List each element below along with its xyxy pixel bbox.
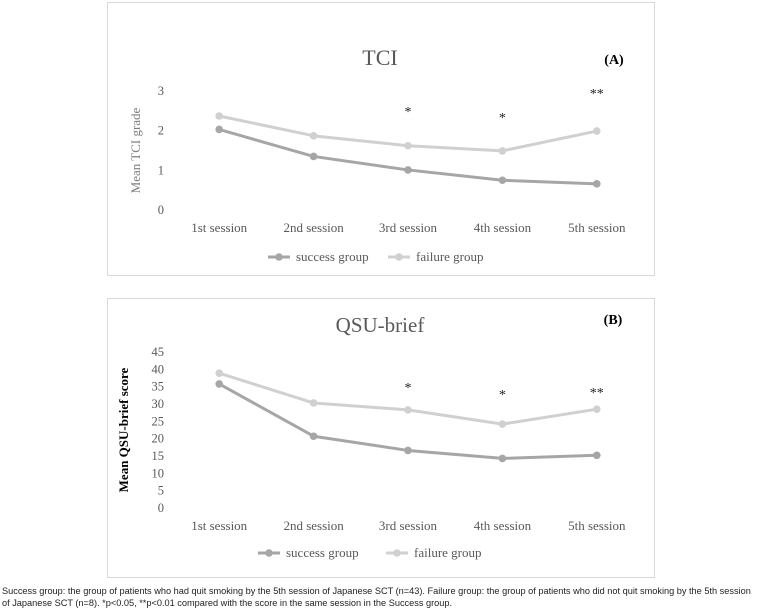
data-point-failure-group <box>498 147 507 155</box>
data-point-success-group <box>215 125 223 134</box>
panel-label: (B) <box>604 313 623 328</box>
figure-caption: Success group: the group of patients who… <box>2 586 751 608</box>
data-point-success-group <box>404 446 412 455</box>
legend-label-failure-group: failure group <box>414 545 482 560</box>
x-category-label: 4th session <box>474 518 532 533</box>
legend-marker-failure-group <box>393 549 401 557</box>
chart-title: TCI <box>362 45 397 70</box>
x-category-label: 2nd session <box>283 220 344 235</box>
data-point-failure-group <box>215 112 223 120</box>
data-point-success-group <box>498 454 507 463</box>
data-point-success-group <box>404 166 412 174</box>
data-point-failure-group <box>309 132 318 140</box>
x-category-label: 3rd session <box>379 518 438 533</box>
y-tick-label: 20 <box>152 432 165 446</box>
y-axis-label: Mean QSU-brief score <box>116 367 131 492</box>
legend-label-failure-group: failure group <box>416 249 484 264</box>
data-point-failure-group <box>593 127 601 135</box>
y-tick-label: 15 <box>152 449 165 463</box>
qsu-brief-chart: QSU-brief (B) 0 5 10 15 20 25 30 35 40 45 Mean QSU-b… <box>116 313 626 560</box>
y-tick-label: 5 <box>158 484 164 498</box>
significance-marker: ** <box>590 386 604 401</box>
y-tick-label: 1 <box>158 163 164 177</box>
data-point-success-group <box>215 380 223 388</box>
x-category-label: 3rd session <box>379 220 438 235</box>
data-point-success-group <box>309 152 318 161</box>
chart-panel-tci: TCI (A) 0 1 2 3 Mean TCI grade 1st session 2nd s… <box>107 2 655 276</box>
series-line-success-group <box>218 128 597 186</box>
legend-label-success-group: success group <box>296 249 369 264</box>
data-point-success-group <box>309 432 318 441</box>
significance-marker: * <box>405 381 412 396</box>
significance-marker: * <box>405 105 412 120</box>
significance-marker: ** <box>590 87 604 102</box>
y-tick-label: 45 <box>152 345 165 359</box>
significance-marker: * <box>499 388 506 403</box>
y-tick-label: 0 <box>158 501 164 515</box>
x-category-label: 5th session <box>568 220 626 235</box>
tci-chart: TCI (A) 0 1 2 3 Mean TCI grade 1st session 2nd s… <box>128 45 626 264</box>
legend-marker-success-group <box>275 253 283 261</box>
chart-title: QSU-brief <box>336 313 425 337</box>
legend-marker-failure-group <box>395 253 403 261</box>
data-point-failure-group <box>404 141 412 150</box>
x-category-label: 2nd session <box>283 518 344 533</box>
y-tick-label: 0 <box>158 203 164 217</box>
data-point-success-group <box>498 176 507 185</box>
legend-label-success-group: success group <box>286 545 359 560</box>
data-point-failure-group <box>404 406 412 414</box>
panel-label: (A) <box>604 53 624 68</box>
y-tick-label: 10 <box>152 466 165 480</box>
data-point-success-group <box>593 451 601 460</box>
x-category-label: 4th session <box>474 220 532 235</box>
y-tick-label: 25 <box>152 414 165 428</box>
x-category-label: 1st session <box>191 518 247 533</box>
x-category-label: 5th session <box>568 518 626 533</box>
y-tick-label: 40 <box>152 362 165 376</box>
y-tick-label: 3 <box>158 84 164 98</box>
y-axis-label: Mean TCI grade <box>128 107 143 193</box>
y-tick-label: 2 <box>158 124 164 138</box>
y-tick-label: 35 <box>152 380 165 394</box>
data-point-failure-group <box>498 420 507 428</box>
data-point-failure-group <box>593 405 601 413</box>
data-point-failure-group <box>309 399 318 407</box>
significance-marker: * <box>499 111 506 126</box>
legend-marker-success-group <box>265 549 273 557</box>
data-point-success-group <box>593 180 601 188</box>
chart-panel-qsu: QSU-brief (B) 0 5 10 15 20 25 30 35 40 45 Mean QSU-b… <box>107 298 655 578</box>
y-tick-label: 30 <box>152 397 165 411</box>
data-point-failure-group <box>215 369 223 377</box>
x-category-label: 1st session <box>191 220 247 235</box>
